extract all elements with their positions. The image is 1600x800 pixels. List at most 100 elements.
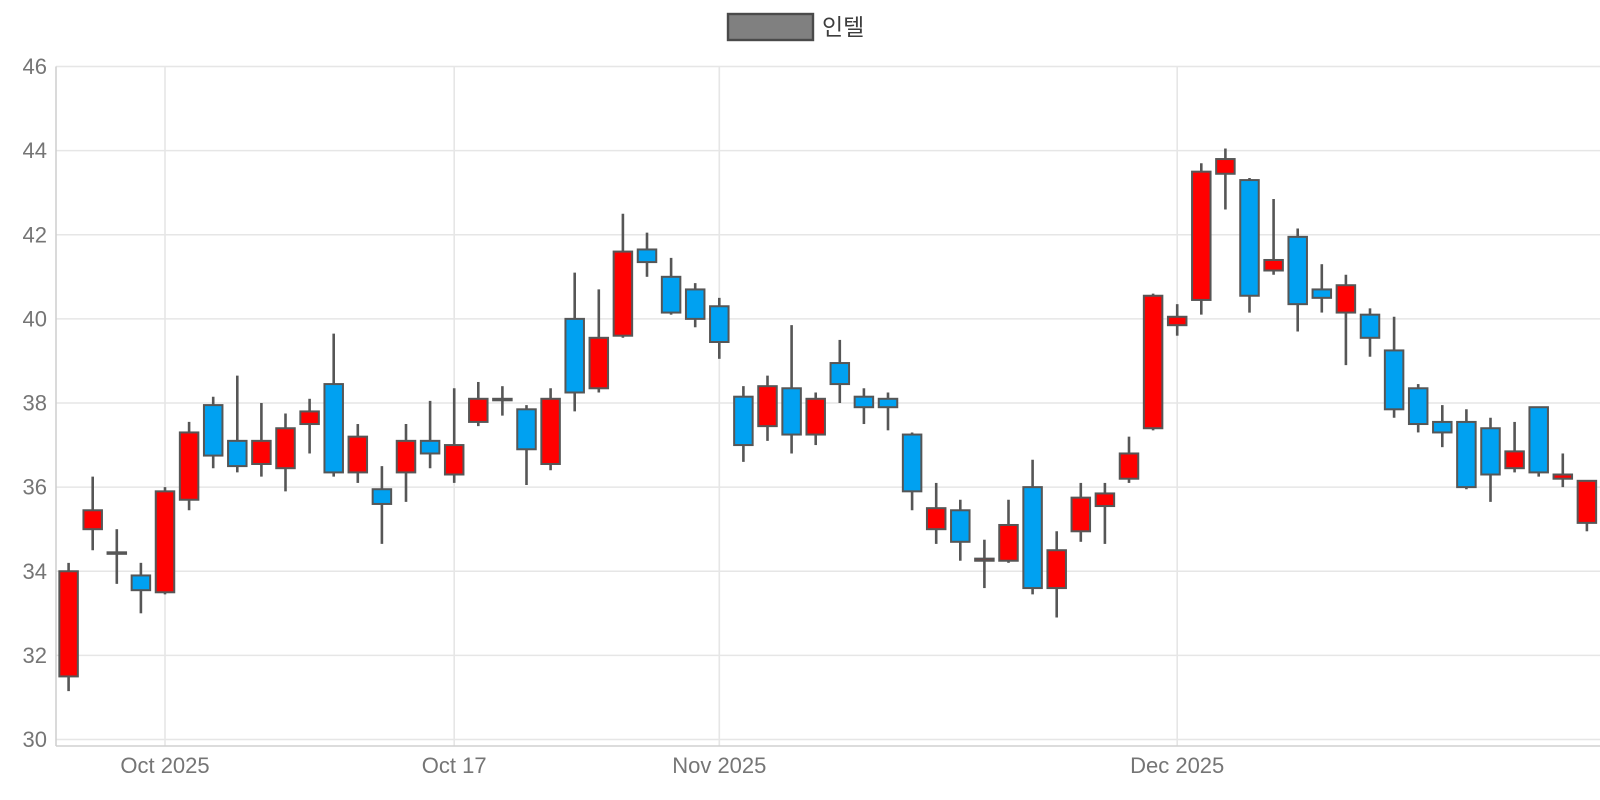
candle-body	[1094, 492, 1116, 508]
candle[interactable]	[612, 213, 634, 338]
candle[interactable]	[757, 375, 778, 441]
candle-body	[660, 275, 682, 314]
candle[interactable]	[660, 257, 682, 315]
candle-body	[1383, 349, 1405, 411]
candle-body	[227, 439, 248, 468]
candle[interactable]	[492, 386, 513, 416]
candle[interactable]	[1528, 406, 1549, 477]
candle[interactable]	[1576, 479, 1598, 532]
candle[interactable]	[251, 403, 272, 477]
candle[interactable]	[516, 405, 537, 486]
candle[interactable]	[323, 333, 344, 477]
candle-body	[1576, 479, 1598, 524]
candle[interactable]	[1046, 531, 1067, 618]
candle[interactable]	[853, 388, 875, 425]
candle[interactable]	[1022, 459, 1043, 595]
candle[interactable]	[540, 388, 561, 471]
candle[interactable]	[974, 539, 995, 589]
candle[interactable]	[1335, 274, 1357, 366]
candle[interactable]	[1432, 405, 1453, 448]
candle[interactable]	[443, 388, 465, 483]
candle[interactable]	[950, 499, 971, 561]
candle-body	[1166, 315, 1188, 327]
candle-body	[154, 490, 176, 594]
candle-body	[202, 404, 224, 457]
candle[interactable]	[925, 482, 947, 544]
candle[interactable]	[1142, 293, 1164, 431]
candle[interactable]	[588, 289, 610, 393]
candle[interactable]	[1383, 316, 1405, 418]
x-tick-label: Oct 17	[422, 753, 487, 778]
candle[interactable]	[1407, 384, 1429, 433]
candle-body	[347, 435, 369, 474]
candle-body	[299, 410, 320, 426]
legend[interactable]: 인텔	[726, 12, 864, 42]
candle-body	[684, 288, 706, 320]
candle[interactable]	[781, 325, 802, 454]
candle[interactable]	[1504, 421, 1525, 473]
candle[interactable]	[178, 421, 200, 511]
candle[interactable]	[106, 529, 128, 584]
y-tick-label: 44	[23, 138, 47, 163]
candle-body	[1359, 313, 1381, 339]
candle[interactable]	[299, 398, 320, 454]
candle-body	[998, 523, 1019, 562]
candle[interactable]	[829, 339, 851, 403]
candle-body	[1287, 235, 1308, 306]
candle[interactable]	[998, 499, 1019, 563]
candle[interactable]	[636, 232, 658, 277]
candle[interactable]	[1359, 308, 1381, 357]
candle-body	[925, 507, 947, 531]
candle[interactable]	[419, 400, 441, 469]
candle[interactable]	[1311, 264, 1333, 313]
candle-body	[853, 395, 875, 409]
candle[interactable]	[684, 283, 706, 328]
candle[interactable]	[1215, 148, 1236, 210]
candle[interactable]	[1263, 198, 1284, 275]
candle[interactable]	[1166, 304, 1188, 336]
candle[interactable]	[275, 413, 296, 492]
candle[interactable]	[709, 297, 730, 359]
candle-body	[1263, 258, 1284, 272]
candle[interactable]	[130, 562, 152, 614]
candle[interactable]	[82, 476, 103, 551]
candle-body	[371, 488, 393, 505]
candle[interactable]	[733, 386, 754, 462]
candle[interactable]	[1191, 163, 1212, 315]
candle-body	[733, 395, 754, 447]
candle[interactable]	[227, 375, 248, 473]
x-tick-label: Oct 2025	[120, 753, 209, 778]
candle-body	[1070, 496, 1092, 533]
candle-body	[540, 397, 561, 465]
candle[interactable]	[1070, 482, 1092, 542]
candle-body	[178, 431, 200, 501]
candle-body	[636, 248, 658, 264]
candle[interactable]	[877, 392, 899, 431]
candle-body	[468, 397, 489, 423]
candle[interactable]	[58, 562, 79, 692]
candle[interactable]	[468, 381, 489, 427]
candles-layer[interactable]	[58, 148, 1598, 692]
candle[interactable]	[1480, 417, 1501, 502]
candle[interactable]	[347, 424, 369, 483]
candle[interactable]	[564, 272, 585, 412]
candle-body	[1407, 387, 1429, 426]
candle[interactable]	[371, 466, 393, 544]
candle[interactable]	[901, 432, 923, 511]
y-tick-label: 40	[23, 306, 47, 331]
candle[interactable]	[805, 392, 826, 446]
candle[interactable]	[395, 424, 417, 502]
candle[interactable]	[1094, 482, 1116, 544]
candle-body	[974, 557, 995, 562]
candle[interactable]	[1239, 177, 1260, 313]
candle-body	[106, 551, 128, 555]
candle[interactable]	[202, 396, 224, 469]
candle[interactable]	[154, 487, 176, 595]
candle-body	[1456, 420, 1477, 489]
candle[interactable]	[1287, 228, 1308, 332]
candle-body	[1191, 170, 1212, 301]
candle[interactable]	[1118, 436, 1140, 483]
candle[interactable]	[1456, 409, 1477, 490]
candle[interactable]	[1552, 453, 1574, 488]
